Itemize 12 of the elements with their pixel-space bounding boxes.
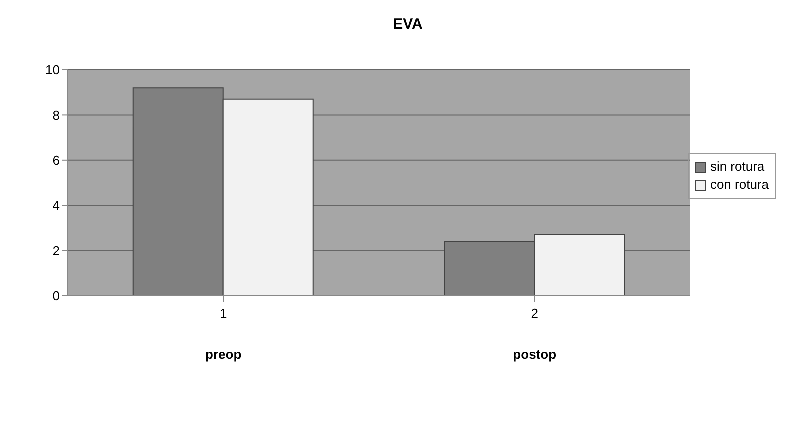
y-tick-label: 2	[52, 243, 60, 258]
y-tick-label: 10	[46, 62, 60, 78]
y-tick-label: 8	[52, 108, 60, 123]
text: postop	[513, 347, 557, 362]
x-tick-label: 1	[220, 306, 228, 321]
y-tick-label: 0	[52, 288, 60, 304]
y-tick-label: 6	[52, 153, 60, 168]
y-tick-label: 4	[52, 198, 60, 214]
legend-label: con rotura	[710, 176, 769, 194]
text: preop	[206, 347, 242, 362]
chart-title: EVA	[392, 16, 424, 35]
legend-label: sin rotura	[710, 158, 765, 176]
